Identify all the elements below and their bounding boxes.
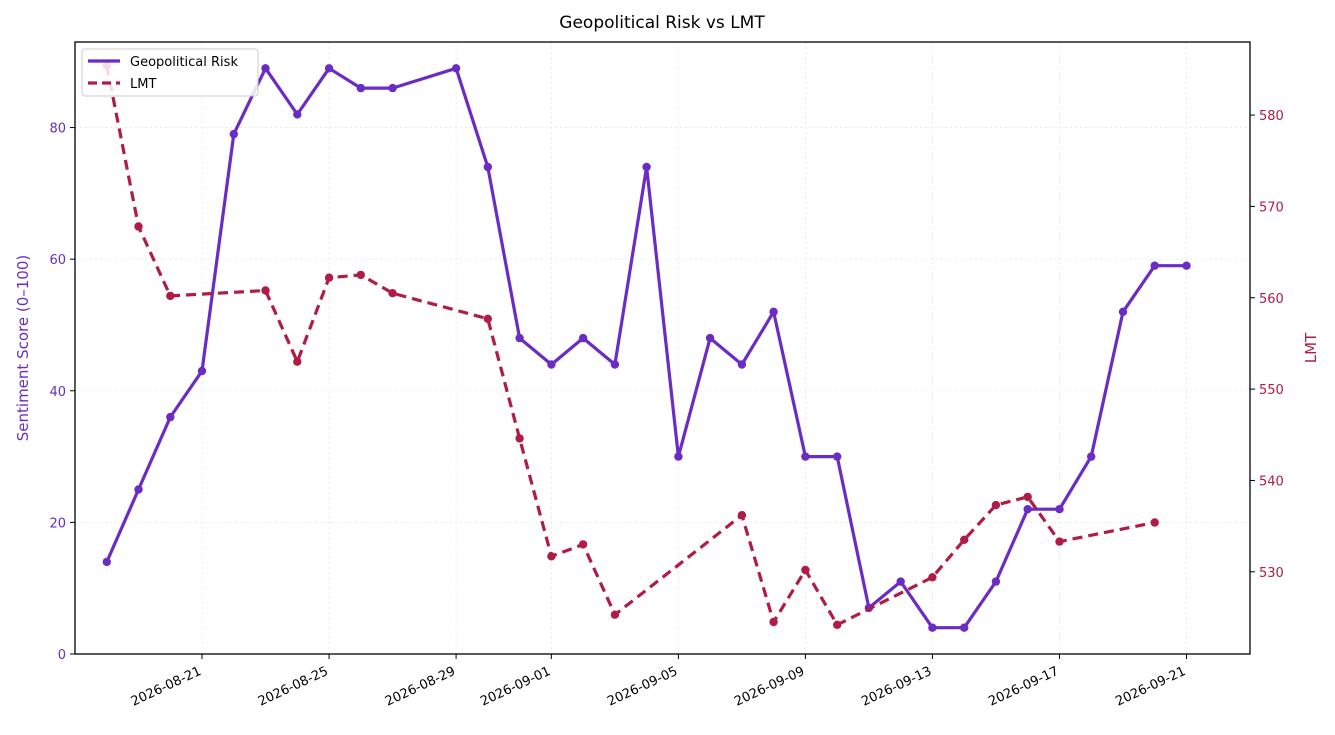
data-point-lmt [801,565,810,575]
plot-frame [74,41,1251,655]
data-point-geopolitical-risk [1150,261,1159,270]
data-point-geopolitical-risk [642,162,651,172]
data-point-geopolitical-risk [229,129,238,139]
data-point-geopolitical-risk [356,83,365,93]
legend-box [81,48,259,97]
axes: 0 20 40 60 80 530 540 550 560 570 580 2026-08-21 202… [49,41,1284,710]
data-point-geopolitical-risk [197,366,207,376]
data-point-geopolitical-risk [960,623,969,632]
data-point-geopolitical-risk [1055,505,1064,514]
data-point-geopolitical-risk [1118,307,1128,316]
x-tick-label: 2026-09-09 [732,664,807,710]
x-tick-label: 2026-09-21 [1113,664,1188,710]
data-point-lmt [737,511,747,520]
y-right-tick-label: 550 [1259,383,1284,398]
y-right-tick-label: 580 [1259,109,1284,124]
data-point-lmt [769,617,778,627]
data-point-geopolitical-risk [261,64,270,73]
data-point-geopolitical-risk [134,485,143,494]
data-point-geopolitical-risk [928,623,937,632]
data-point-geopolitical-risk [705,333,715,343]
data-point-geopolitical-risk [578,333,588,343]
data-point-lmt [610,610,620,619]
data-point-geopolitical-risk [1087,452,1096,461]
data-point-lmt [515,434,524,443]
y-left-tick-label: 0 [58,648,66,663]
data-point-geopolitical-risk [769,307,778,316]
data-point-lmt [324,273,334,282]
data-point-geopolitical-risk [451,64,461,73]
data-point-lmt [960,535,969,544]
y-axis-right-label: LMT [1302,332,1320,363]
data-point-lmt [578,540,588,549]
data-point-lmt [134,222,143,231]
x-tick-label: 2026-09-05 [605,664,680,710]
data-point-geopolitical-risk [293,110,302,119]
y-left-tick-label: 60 [49,253,66,268]
data-point-geopolitical-risk [1182,261,1191,270]
legend-label: LMT [130,77,156,92]
x-tick-label: 2026-09-17 [986,664,1061,710]
y-right-tick-label: 530 [1259,566,1284,581]
data-point-geopolitical-risk [388,83,397,93]
data-point-lmt [483,314,492,323]
data-point-lmt [991,500,1001,510]
data-point-geopolitical-risk [324,64,334,73]
x-tick-label: 2026-08-21 [129,664,204,710]
data-point-geopolitical-risk [896,577,905,586]
data-point-geopolitical-risk [991,577,1001,586]
data-point-geopolitical-risk [102,557,112,567]
data-point-lmt [166,291,175,301]
x-tick-label: 2026-08-25 [256,664,331,710]
series-lines [102,61,1191,632]
grid [75,42,1250,655]
series-line-lmt [105,65,1156,627]
data-point-geopolitical-risk [801,452,810,461]
data-point-geopolitical-risk [833,452,842,461]
data-point-lmt [1023,492,1032,502]
y-left-tick-label: 40 [49,385,66,400]
data-point-lmt [547,552,556,561]
data-point-lmt [1055,537,1064,546]
data-point-geopolitical-risk [674,452,683,461]
y-right-tick-label: 540 [1259,474,1284,489]
y-axis-left-label: Sentiment Score (0–100) [14,255,32,441]
data-point-lmt [928,573,937,582]
data-point-geopolitical-risk [737,360,747,369]
y-left-tick-label: 20 [49,516,66,531]
data-point-lmt [261,286,270,295]
data-point-geopolitical-risk [1023,505,1032,514]
chart-title: Geopolitical Risk vs LMT [559,13,765,33]
data-point-lmt [833,620,842,629]
data-point-geopolitical-risk [515,333,524,343]
data-point-lmt [388,289,397,298]
data-point-lmt [1150,518,1159,527]
y-right-tick-label: 570 [1259,200,1284,215]
series-line-geopolitical-risk [105,66,1189,630]
x-tick-label: 2026-09-01 [478,664,553,710]
legend: Geopolitical Risk LMT [81,48,259,97]
data-point-geopolitical-risk [610,360,620,369]
data-point-geopolitical-risk [547,360,556,369]
x-tick-label: 2026-08-29 [383,664,458,710]
y-left-tick-label: 80 [49,122,66,137]
data-point-geopolitical-risk [483,162,492,172]
y-right-tick-label: 560 [1259,292,1284,307]
legend-label: Geopolitical Risk [130,55,238,70]
data-point-lmt [356,270,365,280]
data-point-lmt [293,357,302,366]
data-point-geopolitical-risk [166,412,175,422]
x-tick-label: 2026-09-13 [859,664,934,710]
